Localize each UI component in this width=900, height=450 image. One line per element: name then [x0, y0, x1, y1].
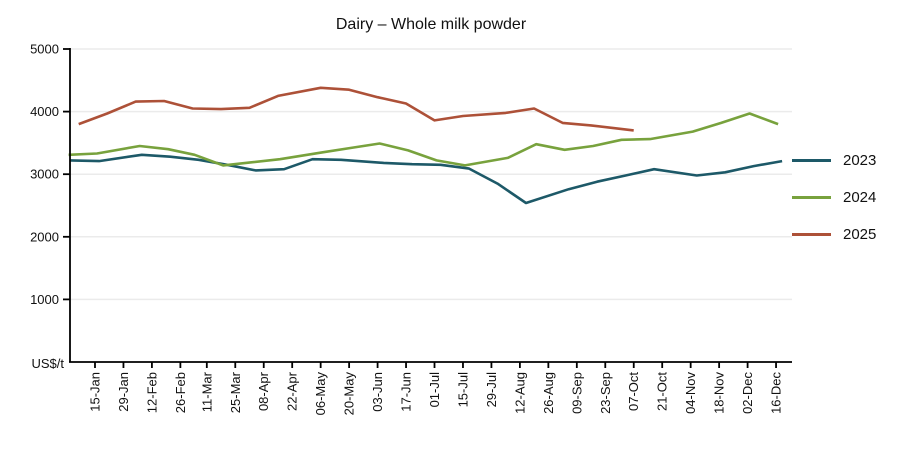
y-tick-label: 4000	[30, 104, 59, 119]
legend-label: 2025	[843, 226, 877, 243]
series-line-2023	[70, 153, 783, 205]
x-tick-label: 23-Sep	[598, 372, 613, 414]
series-line-2025	[78, 86, 634, 132]
x-tick-label: 29-Jan	[116, 372, 131, 412]
x-tick-label: 22-Apr	[285, 371, 300, 411]
y-tick-label: 5000	[30, 42, 59, 57]
legend-line-swatch-2024	[792, 196, 831, 199]
legend-line-swatch-2025	[792, 233, 831, 236]
x-tick-label: 26-Feb	[173, 372, 188, 413]
y-tick-label: 1000	[30, 292, 59, 307]
x-tick-label: 12-Aug	[512, 372, 527, 414]
chart-title: Dairy – Whole milk powder	[335, 16, 527, 33]
x-tick-label: 09-Sep	[569, 372, 584, 414]
x-tick-label: 29-Jul	[484, 372, 499, 408]
x-tick-label: 08-Apr	[256, 371, 271, 411]
x-tick-label: 21-Oct	[655, 372, 670, 411]
x-tick-label: 16-Dec	[769, 372, 784, 414]
x-tick-label: 11-Mar	[199, 371, 214, 412]
x-tick-label: 03-Jun	[370, 372, 385, 412]
legend-entry-2023: 2023	[792, 148, 876, 173]
x-tick-label: 15-Jan	[87, 372, 102, 412]
y-tick-label: 3000	[30, 167, 59, 182]
series-line-2024	[68, 112, 779, 167]
x-tick-label: 26-Aug	[541, 372, 556, 414]
x-tick-label: 20-May	[342, 372, 357, 416]
legend-line-swatch-2023	[792, 159, 831, 162]
legend-entry-2024: 2024	[792, 185, 876, 210]
x-tick-label: 01-Jul	[427, 372, 442, 408]
legend-label: 2023	[843, 152, 877, 169]
legend: 2023 2024 2025	[792, 148, 876, 259]
y-tick-label: 2000	[30, 229, 59, 244]
x-tick-label: 12-Feb	[144, 372, 159, 413]
x-tick-label: 07-Oct	[626, 372, 641, 411]
x-tick-label: 04-Nov	[683, 372, 698, 414]
x-tick-label: 18-Nov	[712, 372, 727, 414]
y-axis-unit-label: US$/t	[31, 356, 64, 371]
x-tick-label: 25-Mar	[228, 371, 243, 413]
x-tick-label: 15-Jul	[455, 372, 470, 408]
x-tick-label: 17-Jun	[399, 372, 414, 412]
x-tick-label: 06-May	[313, 372, 328, 416]
x-tick-label: 02-Dec	[740, 372, 755, 414]
legend-entry-2025: 2025	[792, 222, 876, 247]
legend-label: 2024	[843, 189, 877, 206]
